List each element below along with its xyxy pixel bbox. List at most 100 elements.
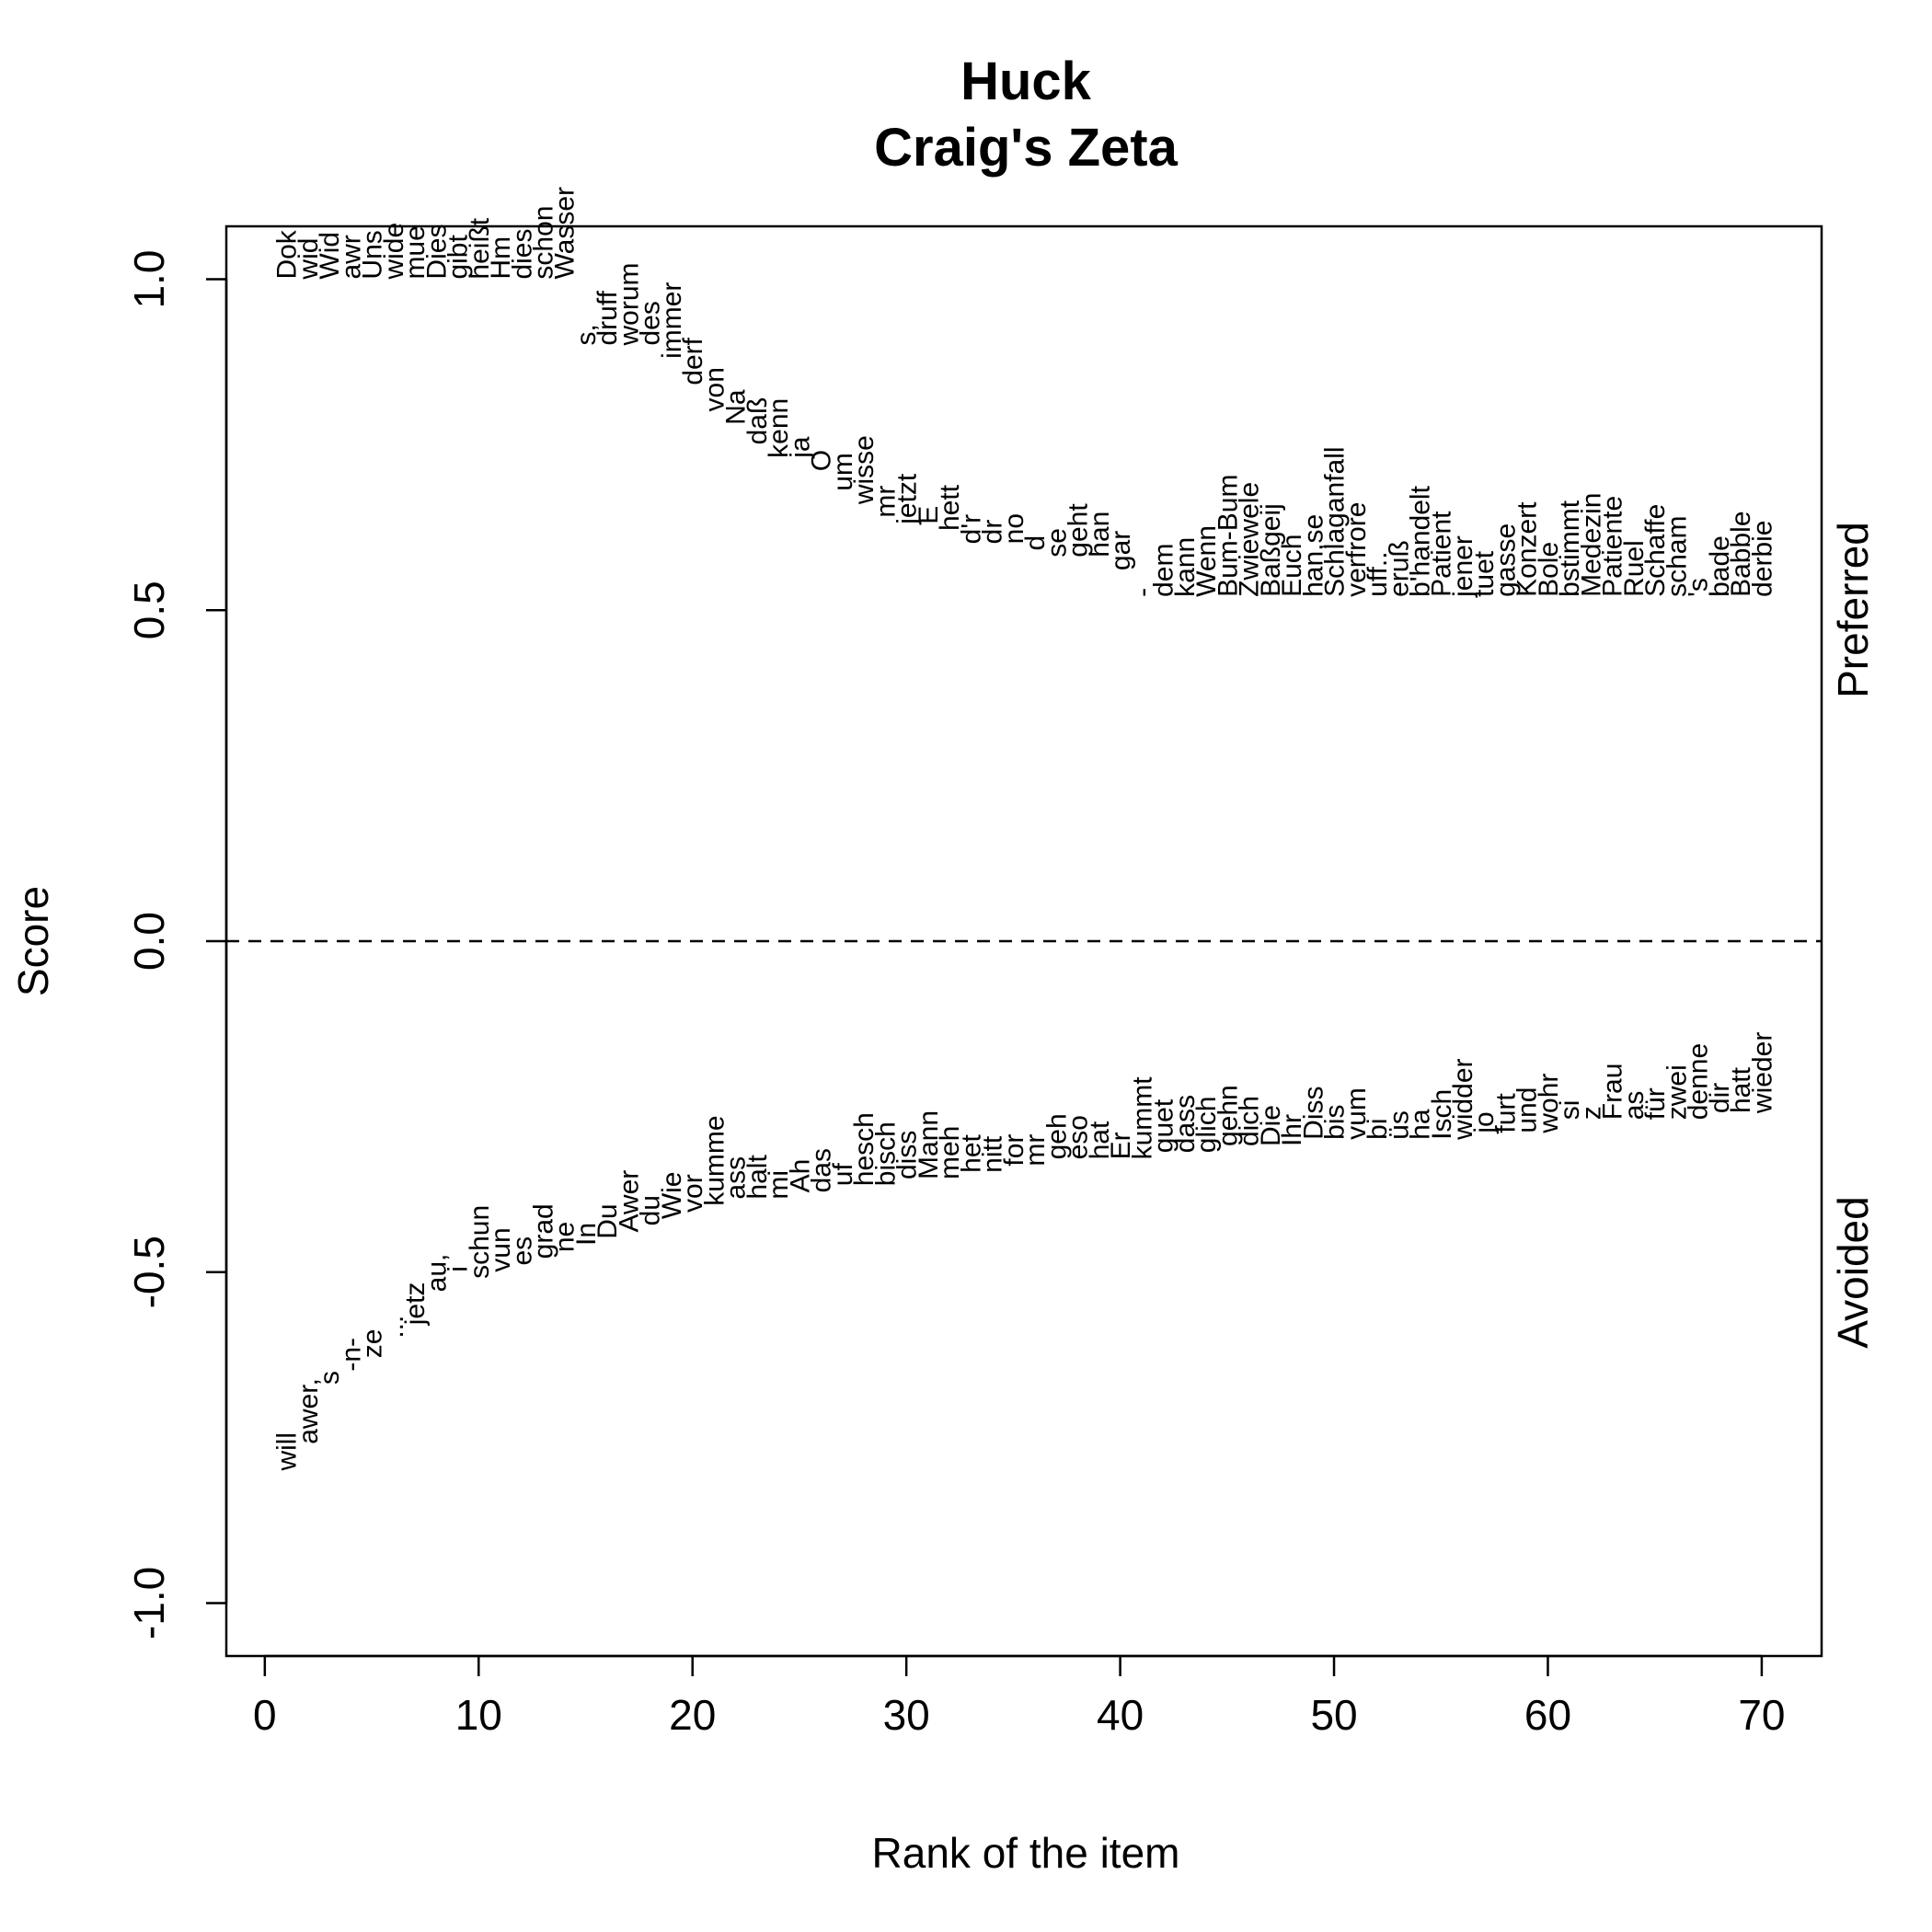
avoided-word-label: i: [443, 1266, 474, 1272]
preferred-word-label: d'r: [956, 514, 986, 544]
preferred-word-label: Dok: [272, 229, 303, 279]
x-axis: 0 10 20 30 40 50 60 70: [253, 1654, 1786, 1739]
avoided-word-label: zwei: [1662, 1064, 1692, 1120]
preferred-word-label: des: [636, 301, 666, 345]
preferred-word-label: wide: [379, 223, 409, 281]
avoided-word-label: -n-: [336, 1338, 366, 1372]
avoided-word-label: bisch: [870, 1121, 901, 1186]
preferred-word-label: b'handelt: [1406, 485, 1436, 597]
preferred-word-label: Wid: [315, 232, 345, 280]
preferred-word-label: Medezin: [1576, 492, 1606, 596]
preferred-word-label: Wenn: [1191, 525, 1222, 597]
avoided-word-label: kumme: [699, 1115, 730, 1205]
preferred-word-label: Dies: [421, 224, 452, 280]
avoided-word-label: ne: [550, 1222, 581, 1252]
x-tick-label: 60: [1524, 1691, 1571, 1739]
preferred-word-label: derf: [678, 337, 708, 385]
preferred-word-label: Konzert: [1512, 501, 1543, 597]
preferred-word-label: druff: [592, 290, 623, 345]
avoided-word-label: vum: [1341, 1087, 1372, 1140]
avoided-word-label: ...: [379, 1316, 409, 1339]
preferred-word-label: Ruel: [1619, 540, 1650, 597]
avoided-word-label: Frau: [1598, 1064, 1628, 1121]
avoided-word-label: Isch: [1427, 1089, 1457, 1140]
preferred-word-label: s,: [571, 324, 602, 345]
preferred-word-label: Babble: [1726, 511, 1756, 596]
preferred-word-label: han,se: [1298, 514, 1328, 597]
preferred-word-label: bade: [1705, 535, 1735, 597]
preferred-word-label: wid: [293, 238, 324, 281]
preferred-word-label: um: [828, 453, 858, 491]
preferred-word-label: se: [1041, 528, 1072, 558]
avoided-word-label: het: [956, 1133, 986, 1172]
avoided-word-label: au,: [421, 1254, 452, 1293]
avoided-word-label: as: [1619, 1091, 1650, 1121]
preferred-word-label: Euch: [1277, 534, 1307, 596]
y-tick-label: 0.5: [125, 581, 173, 639]
avoided-word-label: dir: [1705, 1083, 1735, 1113]
avoided-word-label: dich: [1235, 1096, 1265, 1146]
preferred-word-label: hett: [935, 484, 965, 531]
preferred-word-label: no: [999, 513, 1029, 544]
avoided-word-label: Du: [592, 1203, 623, 1238]
avoided-word-label: grad: [529, 1203, 559, 1259]
avoided-word-label: schun: [465, 1205, 495, 1279]
preferred-word-label: kenn: [764, 398, 794, 458]
avoided-word-label: meh: [935, 1126, 965, 1179]
preferred-word-label: von: [699, 367, 730, 411]
avoided-word-label: du: [636, 1195, 666, 1225]
avoided-word-label: nitt: [978, 1135, 1008, 1173]
avoided-word-label: es: [507, 1236, 537, 1266]
preferred-word-label: eruß: [1384, 540, 1414, 597]
preferred-word-label: daß: [742, 397, 773, 445]
x-tick-label: 0: [253, 1691, 277, 1739]
preferred-word-label: Hm: [486, 236, 516, 280]
avoided-word-label: uf: [828, 1163, 858, 1187]
avoided-word-label: glich: [1191, 1097, 1222, 1154]
preferred-word-label: dr: [978, 520, 1008, 545]
avoided-word-label: Awer: [614, 1170, 644, 1233]
preferred-word-label: Bum-Bum: [1213, 475, 1243, 597]
avoided-word-label: das: [807, 1148, 837, 1192]
x-tick-label: 20: [669, 1691, 716, 1739]
preferred-word-label: dem: [1149, 544, 1179, 597]
avoided-word-label: bi: [1363, 1118, 1393, 1139]
chart-subtitle: Craig's Zeta: [874, 118, 1178, 178]
avoided-word-label: ze: [358, 1329, 388, 1359]
avoided-word-label: hesch: [849, 1112, 880, 1186]
avoided-word-label: Er: [1106, 1132, 1136, 1159]
preferred-word-label: bstimmt: [1555, 500, 1585, 597]
x-tick-label: 10: [455, 1691, 502, 1739]
x-tick-label: 30: [883, 1691, 930, 1739]
avoided-word-label: bis: [1320, 1104, 1351, 1139]
avoided-word-label: Wie: [657, 1171, 687, 1219]
avoided-word-label: awer,: [293, 1378, 324, 1444]
preferred-word-label: scham: [1662, 516, 1692, 597]
preferred-word-label: wisse: [849, 435, 880, 505]
preferred-word-label: Schaffe: [1640, 504, 1671, 597]
word-labels: DokwidWidawrUnswidemueDiesgibtheißtHmdie…: [272, 187, 1778, 1472]
preferred-word-label: gibt: [443, 235, 474, 280]
preferred-word-label: mr: [870, 486, 901, 518]
avoided-word-label: for: [999, 1134, 1029, 1167]
avoided-word-label: geh: [1041, 1113, 1072, 1159]
preferred-word-label: d: [1020, 535, 1051, 551]
avoided-word-label: furt: [1490, 1093, 1521, 1133]
preferred-word-label: Baßgeij: [1256, 503, 1286, 597]
avoided-word-label: si: [1555, 1100, 1585, 1121]
avoided-word-label: Die: [1256, 1105, 1286, 1146]
avoided-word-label: dass: [1170, 1095, 1201, 1153]
avoided-word-label: denne: [1684, 1043, 1714, 1120]
x-tick-label: 70: [1738, 1691, 1785, 1739]
avoided-word-label: wohr: [1534, 1074, 1564, 1134]
avoided-word-label: hatt: [1726, 1066, 1756, 1113]
avoided-word-label: vun: [486, 1227, 516, 1271]
x-tick-label: 50: [1310, 1691, 1357, 1739]
avoided-word-label: gehn: [1213, 1085, 1243, 1146]
preferred-word-label: Na: [721, 389, 752, 425]
preferred-word-label: han: [1085, 512, 1115, 558]
avoided-word-label: jo: [1469, 1111, 1500, 1133]
avoided-word-label: eso: [1064, 1115, 1094, 1159]
avoided-word-label: Diss: [1298, 1086, 1328, 1139]
